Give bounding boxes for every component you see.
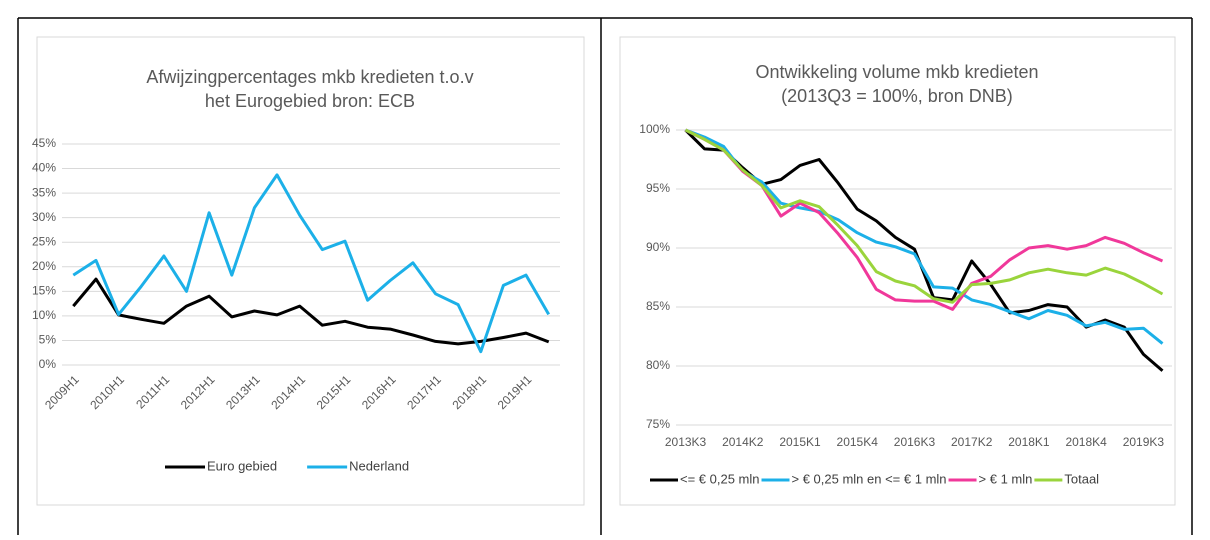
y-tick-label: 10%: [32, 308, 56, 322]
chart-box: [36, 36, 585, 506]
y-tick-label: 95%: [646, 181, 670, 195]
y-tick-label: 90%: [646, 240, 670, 254]
x-tick-label: 2015K1: [779, 435, 821, 449]
chart-title: het Eurogebied bron: ECB: [205, 91, 415, 111]
chart-title: Afwijzingpercentages mkb kredieten t.o.v: [146, 67, 473, 87]
y-tick-label: 80%: [646, 358, 670, 372]
series-line: [72, 277, 550, 346]
y-tick-label: 0%: [39, 357, 57, 371]
y-tick-label: 5%: [39, 333, 57, 347]
y-tick-label: 45%: [32, 136, 56, 150]
x-tick-label: 2015K4: [837, 435, 879, 449]
x-tick-label: 2018K4: [1065, 435, 1107, 449]
frame: [17, 17, 1193, 535]
y-tick-label: 20%: [32, 259, 56, 273]
legend-label: > € 0,25 mln en <= € 1 mln: [792, 471, 947, 486]
series-line: [684, 128, 1164, 345]
x-tick-label: 2014K2: [722, 435, 764, 449]
y-tick-label: 30%: [32, 210, 56, 224]
y-tick-label: 25%: [32, 234, 56, 248]
series-line: [684, 128, 1164, 304]
x-tick-label: 2019K3: [1123, 435, 1165, 449]
legend-label: Totaal: [1064, 471, 1099, 486]
y-tick-label: 85%: [646, 299, 670, 313]
y-tick-label: 35%: [32, 185, 56, 199]
x-tick-label: 2017K2: [951, 435, 993, 449]
legend-label: > € 1 mln: [979, 471, 1033, 486]
chart-box: [619, 36, 1176, 506]
y-tick-label: 100%: [639, 122, 670, 136]
x-tick-label: 2013K3: [665, 435, 707, 449]
chart-title: (2013Q3 = 100%, bron DNB): [781, 86, 1013, 106]
legend-label: Euro gebied: [207, 458, 277, 473]
legend-label: Nederland: [349, 458, 409, 473]
y-tick-label: 15%: [32, 284, 56, 298]
chart-title: Ontwikkeling volume mkb kredieten: [755, 62, 1038, 82]
x-tick-label: 2018K1: [1008, 435, 1050, 449]
y-tick-label: 75%: [646, 417, 670, 431]
series-line: [72, 173, 550, 354]
y-tick-label: 40%: [32, 161, 56, 175]
legend-label: <= € 0,25 mln: [680, 471, 760, 486]
x-tick-label: 2016K3: [894, 435, 936, 449]
